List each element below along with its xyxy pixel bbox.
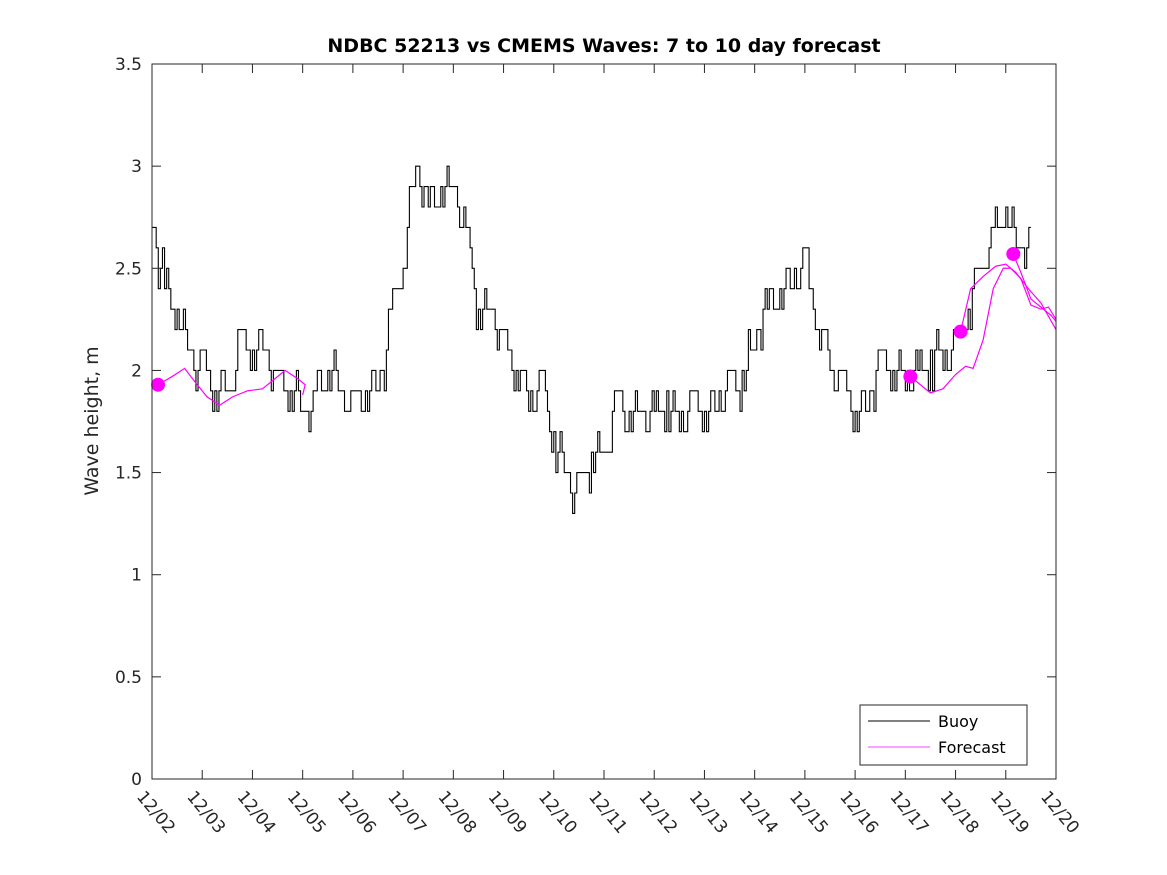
- y-tick-label: 3.5: [115, 55, 142, 75]
- legend-box: [859, 704, 1028, 766]
- buoy-line: [152, 165, 1031, 514]
- x-tick-label: 12/16: [835, 787, 882, 837]
- x-tick-label: 12/05: [283, 787, 330, 837]
- forecast-start-marker: [953, 324, 968, 339]
- x-tick-label: 12/14: [735, 787, 782, 837]
- x-tick-label: 12/04: [233, 787, 280, 837]
- x-tick-label: 12/10: [534, 787, 581, 837]
- y-tick-label: 2.5: [115, 259, 142, 279]
- x-tick-label: 12/07: [383, 787, 430, 837]
- y-axis-label: Wave height, m: [81, 346, 103, 495]
- chart-title: NDBC 52213 vs CMEMS Waves: 7 to 10 day f…: [327, 35, 880, 57]
- y-tick-label: 0.5: [115, 668, 142, 688]
- forecast-line: [959, 263, 1057, 332]
- x-tick-label: 12/12: [634, 787, 681, 837]
- legend: Buoy Forecast: [859, 704, 1028, 766]
- forecast-start-marker: [151, 377, 166, 392]
- x-tick-label: 12/02: [132, 787, 179, 837]
- x-tick-label: 12/11: [584, 787, 631, 837]
- x-tick-label: 12/18: [936, 787, 983, 837]
- forecast-start-marker: [1006, 246, 1021, 261]
- x-tick-label: 12/15: [785, 787, 832, 837]
- forecast-line: [909, 267, 1057, 394]
- y-tick-label: 1.5: [115, 464, 142, 484]
- plot-area-frame: [151, 63, 1057, 780]
- y-tick-label: 0: [131, 770, 142, 790]
- y-tick-label: 2: [131, 361, 142, 381]
- forecast-line: [157, 367, 306, 406]
- forecast-start-marker: [903, 369, 918, 384]
- x-tick-label: 12/09: [484, 787, 531, 837]
- x-tick-label: 12/20: [1036, 787, 1083, 837]
- x-tick-label: 12/08: [434, 787, 481, 837]
- x-tick-label: 12/17: [886, 787, 933, 837]
- x-tick-label: 12/13: [685, 787, 732, 837]
- y-tick-label: 1: [131, 566, 142, 586]
- legend-forecast-label: Forecast: [938, 738, 1006, 757]
- x-tick-label: 12/03: [182, 787, 229, 837]
- x-tick-label: 12/19: [986, 787, 1033, 837]
- legend-buoy-label: Buoy: [938, 712, 978, 731]
- forecast-line: [1012, 253, 1057, 322]
- x-tick-label: 12/06: [333, 787, 380, 837]
- y-tick-label: 3: [131, 157, 142, 177]
- plot-series: [151, 165, 1057, 514]
